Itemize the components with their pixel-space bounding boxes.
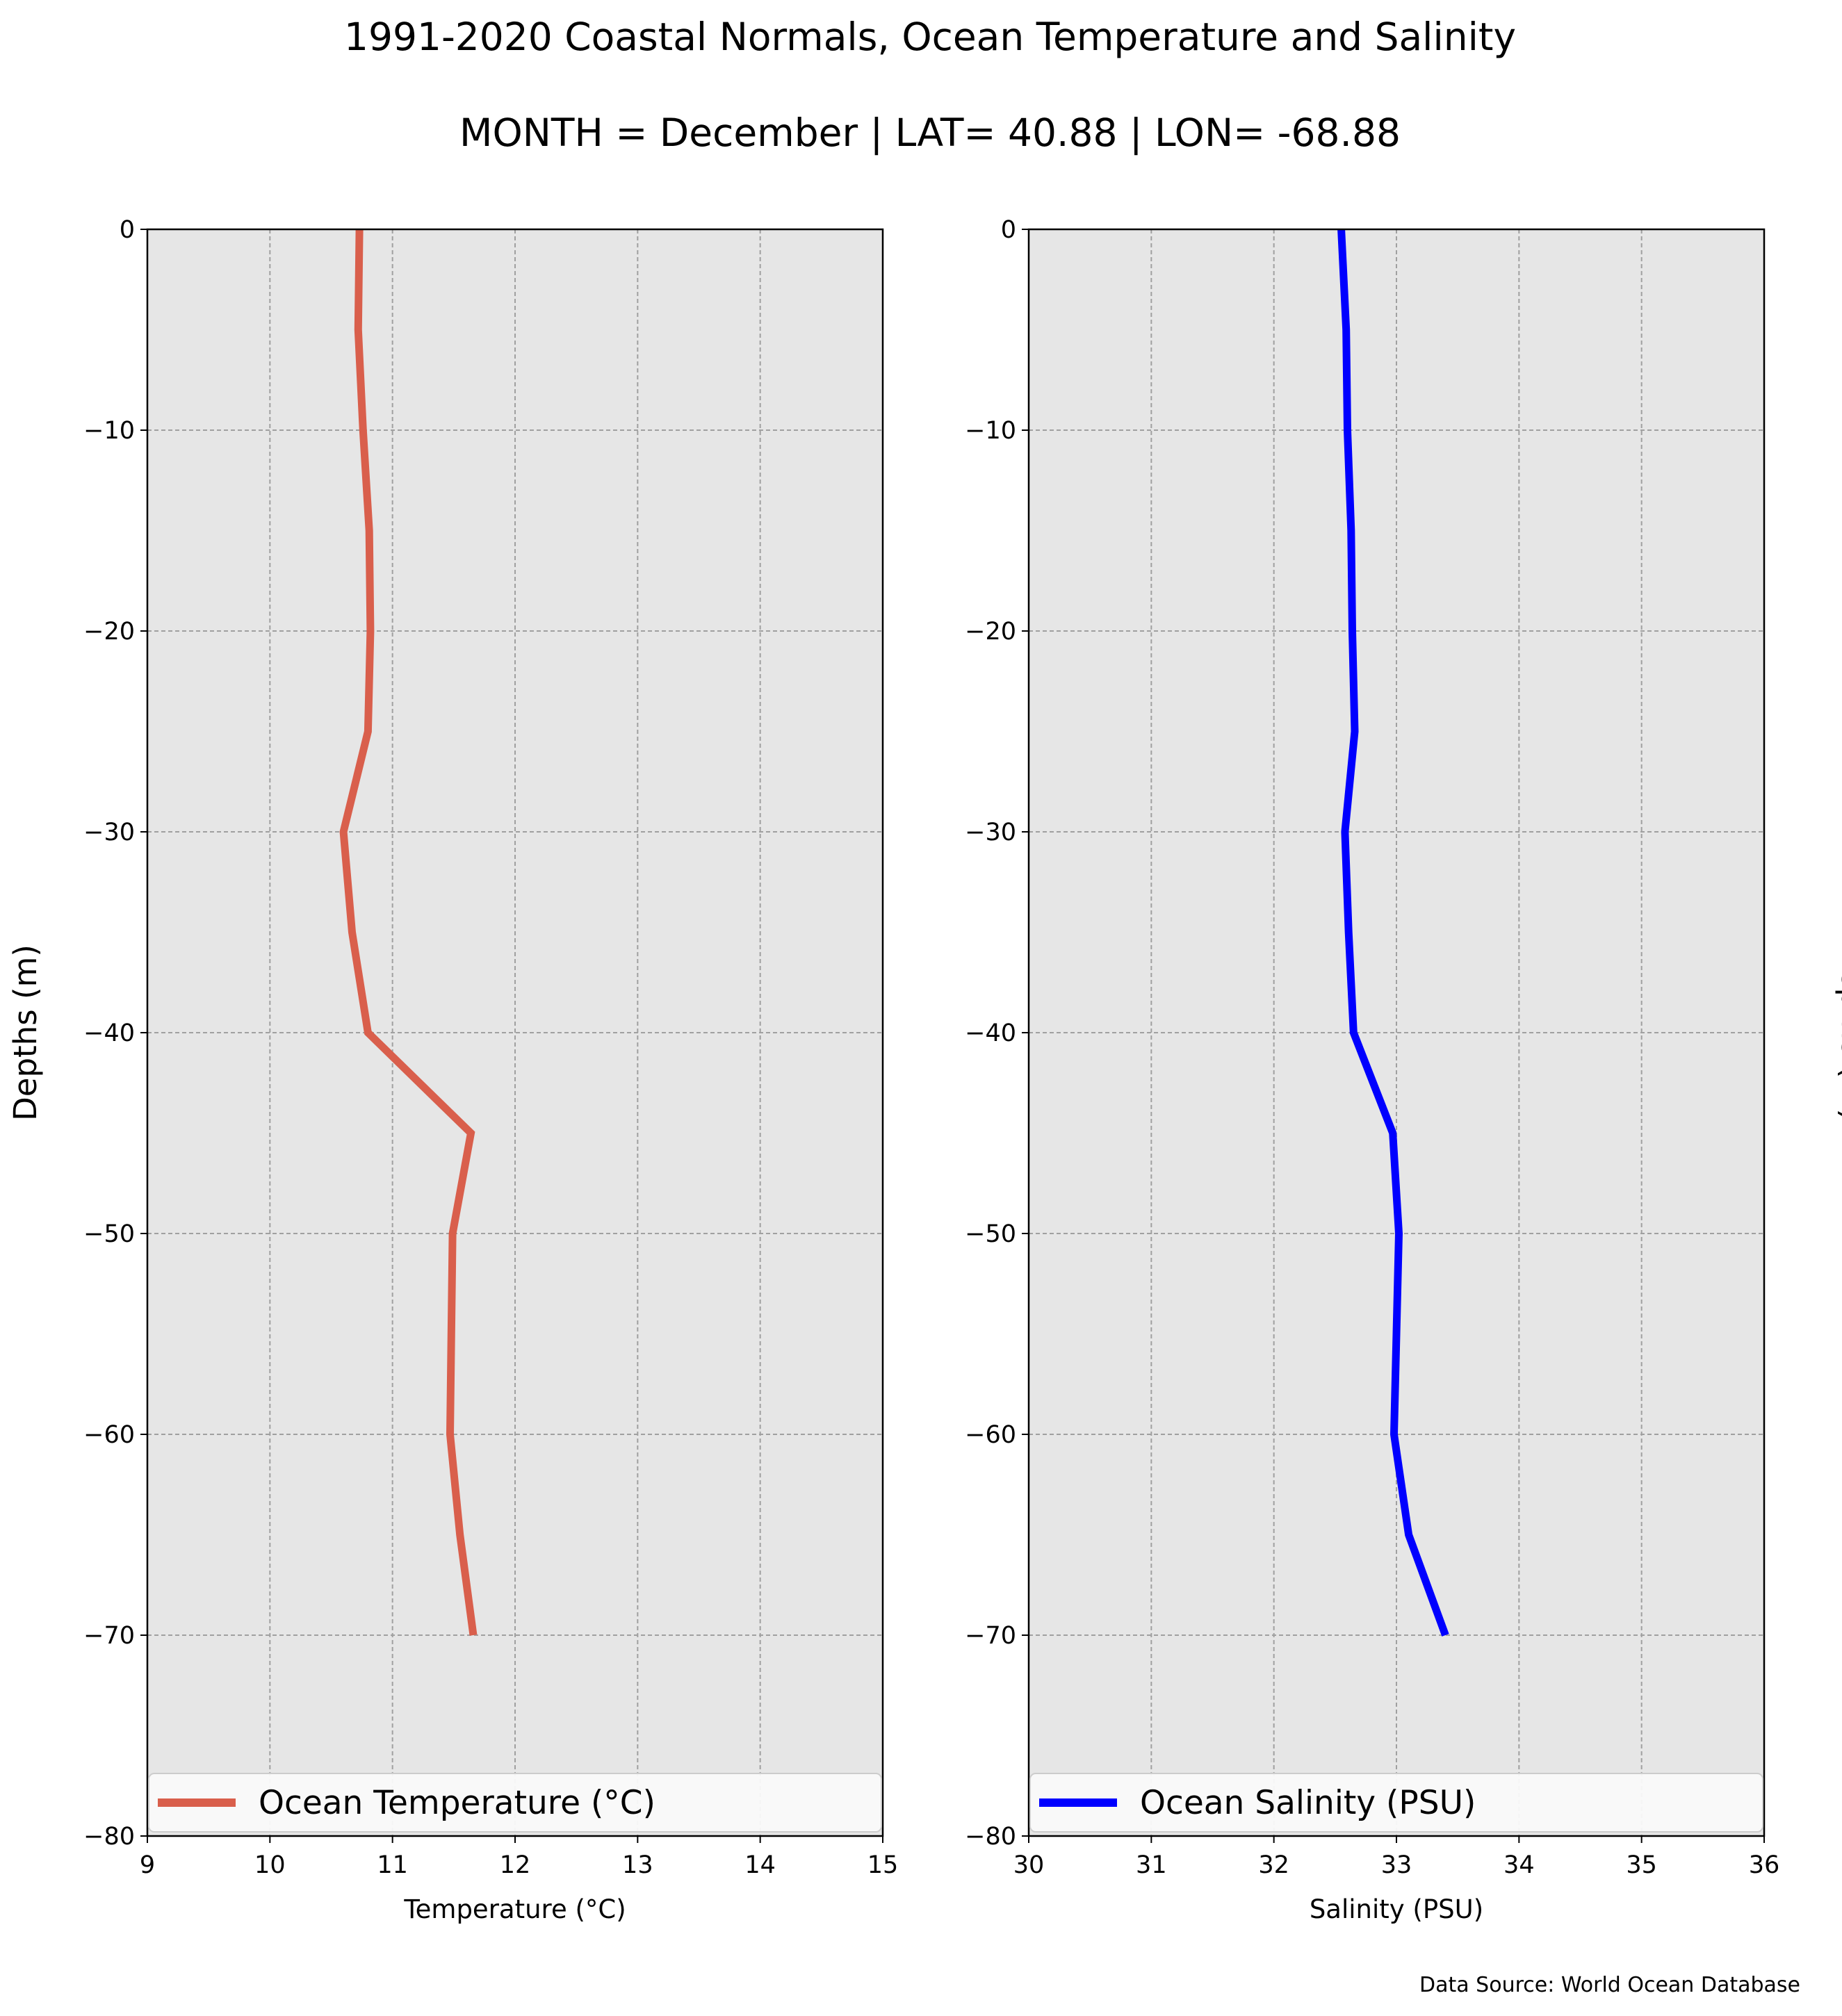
y-axis-label: Depths (m) <box>7 944 44 1121</box>
data-source-note: Data Source: World Ocean Database <box>1419 1973 1800 1997</box>
series-line <box>339 229 478 1636</box>
y-tick-label: −40 <box>965 1019 1016 1047</box>
chart-subtitle: MONTH = December | LAT= 40.88 | LON= -68… <box>459 110 1401 156</box>
x-tick-label: 34 <box>1503 1851 1535 1879</box>
legend-box <box>1029 1773 1763 1833</box>
chart-panel-2: 30 31 32 33 34 35 36 0 −10 −20 −30 −40 −50 −60 −70 −80 S… <box>965 216 1842 1924</box>
x-tick-label: 30 <box>1013 1851 1045 1879</box>
y-tick-label: 0 <box>120 216 135 244</box>
chart-panel-1: 9 10 11 12 13 14 15 0 −10 −20 −30 −40 −50 −60 −70 −80 Te… <box>7 216 898 1924</box>
x-axis-label: Temperature (°C) <box>403 1894 626 1924</box>
y-axis-label: Depths (m) <box>1834 944 1842 1121</box>
y-tick-label: −10 <box>83 417 135 445</box>
y-tick-label: −20 <box>965 618 1016 646</box>
y-tick-label: 0 <box>1001 216 1016 244</box>
x-tick-label: 12 <box>500 1851 531 1879</box>
x-tick-label: 32 <box>1258 1851 1289 1879</box>
legend: Ocean Salinity (PSU) <box>1029 1773 1763 1833</box>
x-tick-label: 10 <box>254 1851 286 1879</box>
series-line <box>1337 229 1449 1637</box>
x-axis-label: Salinity (PSU) <box>1310 1894 1483 1924</box>
legend-box <box>148 1773 882 1833</box>
x-tick-label: 33 <box>1381 1851 1412 1879</box>
y-tick-label: −80 <box>965 1823 1016 1851</box>
x-tick-label: 13 <box>622 1851 653 1879</box>
chart-title: 1991-2020 Coastal Normals, Ocean Tempera… <box>344 15 1516 59</box>
x-tick-label: 14 <box>744 1851 776 1879</box>
x-tick-label: 11 <box>377 1851 408 1879</box>
y-tick-label: −50 <box>83 1220 135 1248</box>
x-tick-label: 9 <box>140 1851 155 1879</box>
y-tick-label: −20 <box>83 618 135 646</box>
legend-label: Ocean Salinity (PSU) <box>1140 1784 1476 1822</box>
y-tick-label: −60 <box>83 1421 135 1449</box>
legend: Ocean Temperature (°C) <box>148 1773 882 1833</box>
chart-panels: 9 10 11 12 13 14 15 0 −10 −20 −30 −40 −50 −60 −70 −80 Te… <box>7 216 1842 1924</box>
y-tick-label: −10 <box>965 417 1016 445</box>
y-tick-label: −70 <box>83 1622 135 1650</box>
x-tick-label: 31 <box>1136 1851 1167 1879</box>
x-tick-label: 35 <box>1626 1851 1657 1879</box>
y-tick-label: −30 <box>965 819 1016 846</box>
x-tick-label: 15 <box>867 1851 899 1879</box>
x-tick-label: 36 <box>1749 1851 1780 1879</box>
y-tick-label: −50 <box>965 1220 1016 1248</box>
y-tick-label: −60 <box>965 1421 1016 1449</box>
y-tick-label: −80 <box>83 1823 135 1851</box>
y-tick-label: −30 <box>83 819 135 846</box>
y-tick-label: −40 <box>83 1019 135 1047</box>
y-tick-label: −70 <box>965 1622 1016 1650</box>
legend-label: Ocean Temperature (°C) <box>259 1784 655 1822</box>
